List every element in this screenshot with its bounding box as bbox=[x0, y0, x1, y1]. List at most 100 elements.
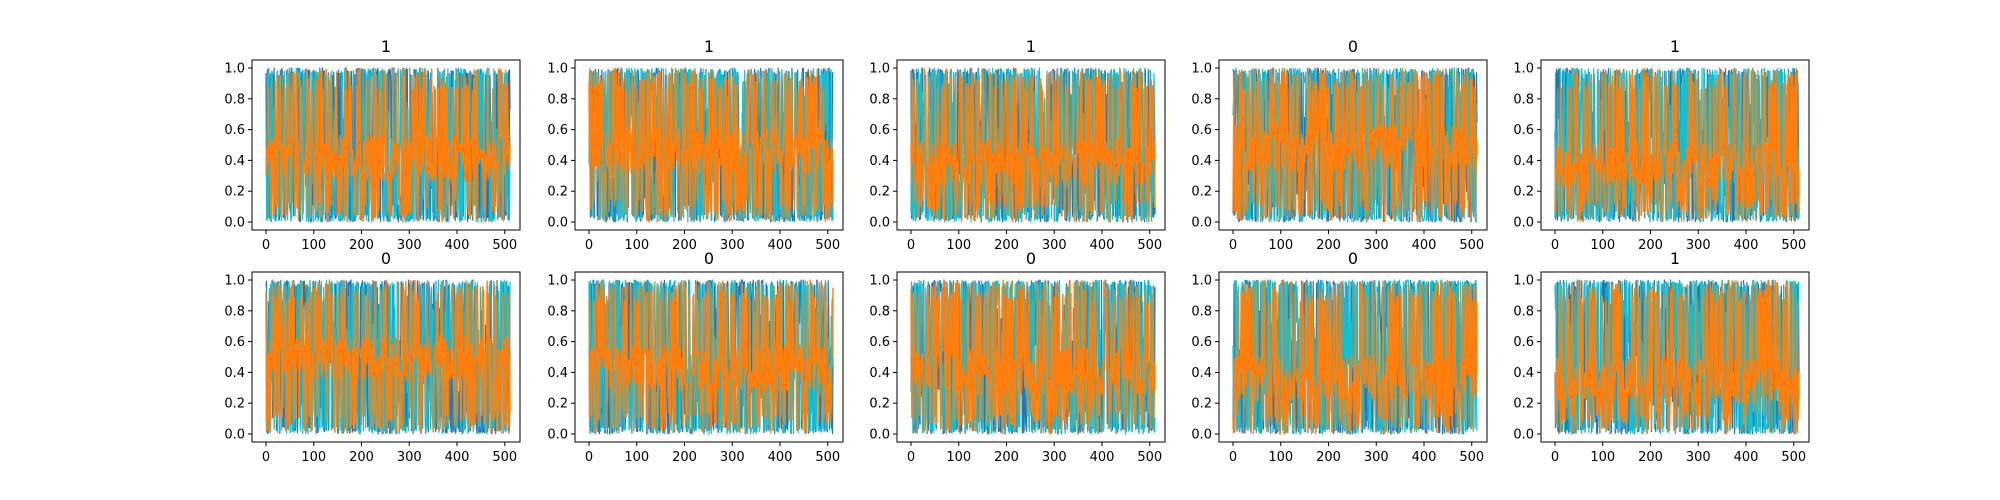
y-tick-label: 0.2 bbox=[224, 397, 245, 412]
y-tick-label: 0.6 bbox=[869, 123, 890, 138]
y-tick-label: 1.0 bbox=[1513, 62, 1534, 77]
y-tick-label: 1.0 bbox=[869, 62, 890, 77]
x-tick-label: 100 bbox=[301, 450, 326, 465]
plot-area bbox=[910, 67, 1156, 223]
x-tick-label: 100 bbox=[1590, 450, 1615, 465]
series-line-3 bbox=[910, 67, 1156, 223]
x-tick-label: 0 bbox=[1229, 238, 1237, 253]
x-tick-label: 100 bbox=[1268, 238, 1293, 253]
series-line-3 bbox=[1232, 279, 1478, 435]
axes-frame bbox=[251, 59, 521, 231]
y-tick-label: 0.4 bbox=[1513, 366, 1534, 381]
series-line-3 bbox=[1232, 67, 1478, 223]
y-tick-label: 1.0 bbox=[1191, 274, 1212, 289]
plot-area bbox=[588, 279, 834, 435]
y-tick-label: 0.2 bbox=[547, 397, 568, 412]
series-line-3 bbox=[588, 67, 834, 223]
axes-frame bbox=[1218, 271, 1488, 443]
series-line-3 bbox=[910, 279, 1156, 435]
y-tick-label: 0.2 bbox=[224, 185, 245, 200]
x-tick-label: 300 bbox=[1364, 238, 1389, 253]
y-tick-label: 0.4 bbox=[1191, 366, 1212, 381]
x-tick-label: 500 bbox=[815, 450, 840, 465]
y-tick-label: 0.8 bbox=[547, 92, 568, 107]
series-line-3 bbox=[265, 279, 511, 435]
x-tick-label: 300 bbox=[1686, 238, 1711, 253]
x-tick-label: 200 bbox=[994, 450, 1019, 465]
y-tick-label: 0.2 bbox=[869, 185, 890, 200]
y-tick-label: 0.8 bbox=[869, 304, 890, 319]
y-tick-label: 1.0 bbox=[224, 274, 245, 289]
y-tick-label: 0.8 bbox=[869, 92, 890, 107]
y-tick-label: 0.4 bbox=[1513, 154, 1534, 169]
x-tick-label: 0 bbox=[1551, 238, 1559, 253]
x-tick-label: 500 bbox=[492, 238, 517, 253]
series-line-3 bbox=[588, 279, 834, 435]
plot-area bbox=[1232, 279, 1478, 435]
y-tick-label: 1.0 bbox=[1191, 62, 1212, 77]
x-tick-label: 500 bbox=[1459, 238, 1484, 253]
x-tick-label: 300 bbox=[1042, 450, 1067, 465]
y-tick-label: 0.2 bbox=[869, 397, 890, 412]
x-tick-label: 400 bbox=[1412, 238, 1437, 253]
plot-area bbox=[265, 67, 511, 223]
y-tick-label: 0.2 bbox=[1513, 185, 1534, 200]
x-tick-label: 100 bbox=[946, 238, 971, 253]
subplot-title: 1 bbox=[381, 37, 391, 56]
axes-frame bbox=[1218, 59, 1488, 231]
y-tick-label: 0.0 bbox=[1191, 216, 1212, 231]
x-tick-label: 300 bbox=[1364, 450, 1389, 465]
y-tick-label: 0.6 bbox=[1191, 123, 1212, 138]
y-tick-label: 0.6 bbox=[1191, 335, 1212, 350]
axes-frame bbox=[1540, 271, 1810, 443]
y-tick-label: 0.0 bbox=[1191, 428, 1212, 443]
y-tick-label: 0.0 bbox=[547, 216, 568, 231]
y-tick-label: 0.4 bbox=[1191, 154, 1212, 169]
x-tick-label: 400 bbox=[1734, 450, 1759, 465]
y-tick-label: 0.0 bbox=[869, 216, 890, 231]
x-tick-label: 400 bbox=[768, 238, 793, 253]
subplot-title: 1 bbox=[704, 37, 714, 56]
x-tick-label: 300 bbox=[720, 450, 745, 465]
y-tick-label: 0.2 bbox=[1191, 185, 1212, 200]
x-tick-label: 0 bbox=[585, 238, 593, 253]
x-tick-label: 500 bbox=[815, 238, 840, 253]
x-tick-label: 0 bbox=[907, 450, 915, 465]
x-tick-label: 500 bbox=[1781, 238, 1806, 253]
axes-frame bbox=[1540, 59, 1810, 231]
x-tick-label: 100 bbox=[301, 238, 326, 253]
plot-area bbox=[265, 279, 511, 435]
subplot-2: 0 100 200 300 400 500 0.0 0.2 0.4 0.6 0.8 1.0 1 bbox=[547, 37, 844, 253]
x-tick-label: 300 bbox=[397, 450, 422, 465]
x-tick-label: 100 bbox=[624, 238, 649, 253]
x-tick-label: 300 bbox=[397, 238, 422, 253]
x-tick-label: 500 bbox=[1781, 450, 1806, 465]
subplot-10: 0 100 200 300 400 500 0.0 0.2 0.4 0.6 0.8 1.0 1 bbox=[1513, 249, 1810, 465]
x-tick-label: 200 bbox=[349, 238, 374, 253]
x-tick-label: 400 bbox=[1734, 238, 1759, 253]
y-tick-label: 0.8 bbox=[1191, 304, 1212, 319]
plot-area bbox=[1232, 67, 1478, 223]
x-tick-label: 200 bbox=[349, 450, 374, 465]
y-tick-label: 0.8 bbox=[224, 304, 245, 319]
x-tick-label: 500 bbox=[1137, 450, 1162, 465]
x-tick-label: 400 bbox=[1090, 238, 1115, 253]
x-tick-label: 100 bbox=[624, 450, 649, 465]
plot-area bbox=[1554, 67, 1800, 223]
subplot-title: 1 bbox=[1670, 249, 1680, 268]
subplot-9: 0 100 200 300 400 500 0.0 0.2 0.4 0.6 0.8 1.0 0 bbox=[1191, 249, 1488, 465]
subplot-4: 0 100 200 300 400 500 0.0 0.2 0.4 0.6 0.8 1.0 0 bbox=[1191, 37, 1488, 253]
x-tick-label: 100 bbox=[1590, 238, 1615, 253]
y-tick-label: 0.4 bbox=[547, 366, 568, 381]
y-tick-label: 0.0 bbox=[1513, 428, 1534, 443]
y-tick-label: 0.4 bbox=[547, 154, 568, 169]
x-tick-label: 0 bbox=[907, 238, 915, 253]
subplot-title: 0 bbox=[1348, 37, 1358, 56]
y-tick-label: 0.6 bbox=[869, 335, 890, 350]
plot-area bbox=[588, 67, 834, 223]
x-tick-label: 200 bbox=[1638, 238, 1663, 253]
plot-area bbox=[1554, 279, 1800, 435]
subplot-title: 0 bbox=[381, 249, 391, 268]
subplot-8: 0 100 200 300 400 500 0.0 0.2 0.4 0.6 0.8 1.0 0 bbox=[869, 249, 1166, 465]
subplot-5: 0 100 200 300 400 500 0.0 0.2 0.4 0.6 0.8 1.0 1 bbox=[1513, 37, 1810, 253]
